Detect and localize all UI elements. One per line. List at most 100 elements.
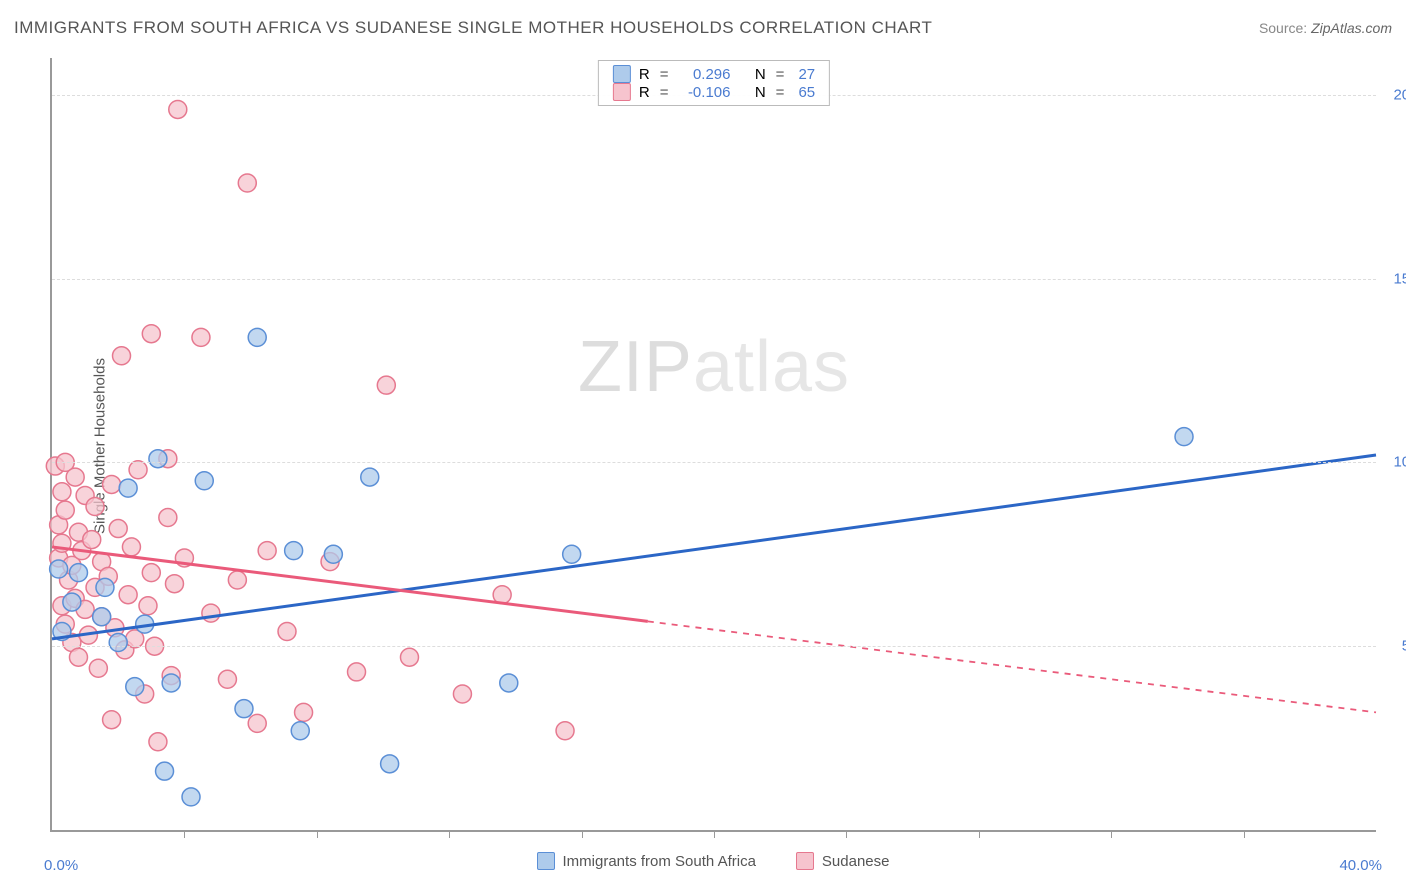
data-point <box>235 700 253 718</box>
data-point <box>238 174 256 192</box>
chart-title: IMMIGRANTS FROM SOUTH AFRICA VS SUDANESE… <box>14 18 932 38</box>
data-point <box>113 347 131 365</box>
x-axis-legend: Immigrants from South Africa Sudanese <box>50 848 1376 874</box>
data-point <box>377 376 395 394</box>
data-point <box>1175 428 1193 446</box>
data-point <box>96 578 114 596</box>
data-point <box>119 479 137 497</box>
legend-swatch-series-a <box>613 65 631 83</box>
data-point <box>50 560 68 578</box>
legend-r-label: R <box>639 84 650 101</box>
data-point <box>182 788 200 806</box>
legend-n-value-a: 27 <box>798 66 815 83</box>
equals-sign: = <box>660 66 669 83</box>
x-tick <box>1111 830 1112 838</box>
plot-area: R = 0.296 N = 27 R = -0.106 N = 65 ZIPat… <box>50 58 1376 832</box>
legend-swatch-series-b <box>613 83 631 101</box>
data-point <box>142 564 160 582</box>
title-bar: IMMIGRANTS FROM SOUTH AFRICA VS SUDANESE… <box>14 18 1392 38</box>
data-point <box>324 545 342 563</box>
x-tick <box>979 830 980 838</box>
x-legend-swatch-a <box>537 852 555 870</box>
data-point <box>453 685 471 703</box>
data-point <box>63 593 81 611</box>
correlation-legend: R = 0.296 N = 27 R = -0.106 N = 65 <box>598 60 830 106</box>
gridline <box>52 462 1376 463</box>
data-point <box>202 604 220 622</box>
x-tick <box>1244 830 1245 838</box>
equals-sign: = <box>776 66 785 83</box>
data-point <box>556 722 574 740</box>
data-point <box>381 755 399 773</box>
x-legend-swatch-b <box>796 852 814 870</box>
legend-r-value-a: 0.296 <box>678 66 730 83</box>
data-point <box>83 531 101 549</box>
data-point <box>348 663 366 681</box>
data-point <box>69 564 87 582</box>
legend-row-series-b: R = -0.106 N = 65 <box>613 83 815 101</box>
source-citation: Source: ZipAtlas.com <box>1259 20 1392 36</box>
data-point <box>109 634 127 652</box>
data-point <box>400 648 418 666</box>
x-tick <box>184 830 185 838</box>
data-point <box>149 733 167 751</box>
legend-r-value-b: -0.106 <box>678 84 730 101</box>
data-point <box>563 545 581 563</box>
y-tick-label: 10.0% <box>1393 454 1406 471</box>
data-point <box>156 762 174 780</box>
data-point <box>119 586 137 604</box>
data-point <box>142 325 160 343</box>
data-point <box>122 538 140 556</box>
legend-n-label: N <box>755 66 766 83</box>
data-point <box>291 722 309 740</box>
legend-row-series-a: R = 0.296 N = 27 <box>613 65 815 83</box>
data-point <box>126 678 144 696</box>
data-point <box>56 501 74 519</box>
data-point <box>295 703 313 721</box>
data-point <box>66 468 84 486</box>
data-point <box>86 497 104 515</box>
x-legend-item-b: Sudanese <box>796 852 890 870</box>
data-point <box>93 608 111 626</box>
data-point <box>162 674 180 692</box>
data-point <box>103 475 121 493</box>
x-legend-label-b: Sudanese <box>822 853 890 870</box>
data-point <box>139 597 157 615</box>
data-point <box>248 328 266 346</box>
source-label: Source: <box>1259 20 1307 36</box>
data-point <box>159 509 177 527</box>
data-point <box>285 542 303 560</box>
source-value: ZipAtlas.com <box>1311 20 1392 36</box>
data-point <box>89 659 107 677</box>
data-point <box>192 328 210 346</box>
data-point <box>149 450 167 468</box>
gridline <box>52 279 1376 280</box>
x-legend-label-a: Immigrants from South Africa <box>563 853 756 870</box>
data-point <box>248 714 266 732</box>
data-point <box>69 648 87 666</box>
y-tick-label: 20.0% <box>1393 86 1406 103</box>
x-tick <box>449 830 450 838</box>
data-point <box>500 674 518 692</box>
gridline <box>52 646 1376 647</box>
x-tick <box>317 830 318 838</box>
trend-line-extrapolated <box>648 621 1376 712</box>
legend-n-value-b: 65 <box>798 84 815 101</box>
data-point <box>278 622 296 640</box>
data-point <box>361 468 379 486</box>
trend-line <box>52 455 1376 639</box>
legend-n-label: N <box>755 84 766 101</box>
y-tick-label: 15.0% <box>1393 270 1406 287</box>
data-point <box>258 542 276 560</box>
data-point <box>103 711 121 729</box>
data-point <box>195 472 213 490</box>
equals-sign: = <box>660 84 669 101</box>
data-point <box>169 100 187 118</box>
y-tick-label: 5.0% <box>1402 638 1406 655</box>
data-point <box>109 520 127 538</box>
x-legend-item-a: Immigrants from South Africa <box>537 852 756 870</box>
legend-r-label: R <box>639 66 650 83</box>
equals-sign: = <box>776 84 785 101</box>
data-point <box>53 483 71 501</box>
x-tick <box>846 830 847 838</box>
